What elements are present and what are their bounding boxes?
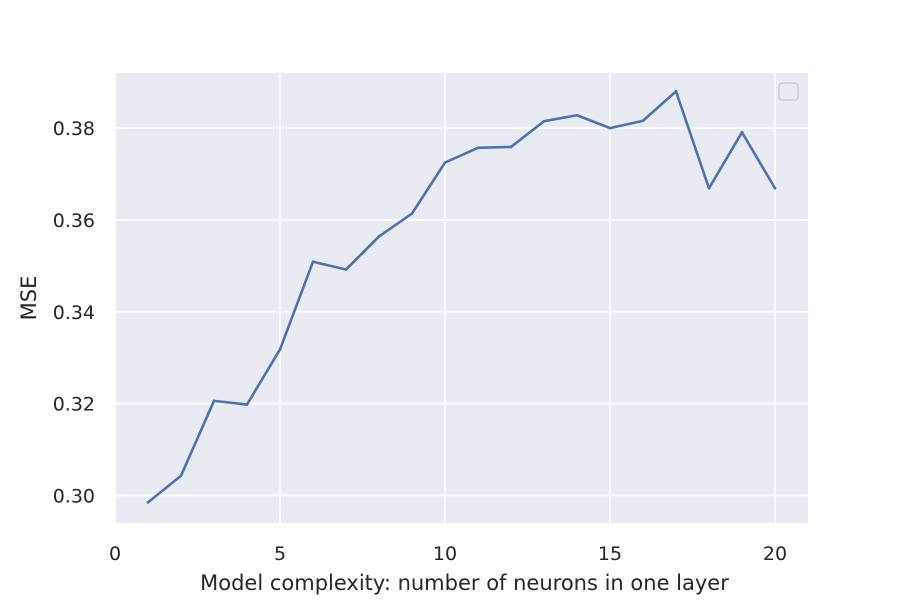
data-point xyxy=(179,474,183,478)
data-point xyxy=(641,119,645,123)
data-point xyxy=(575,113,579,117)
x-tick-label: 20 xyxy=(763,543,787,565)
data-point xyxy=(443,161,447,164)
data-point xyxy=(773,186,777,190)
data-point xyxy=(311,260,315,264)
y-tick-label: 0.34 xyxy=(53,302,95,324)
x-tick-label: 10 xyxy=(433,543,457,565)
x-tick-label: 0 xyxy=(109,543,121,565)
y-axis-label: MSE xyxy=(17,276,41,321)
plot-area xyxy=(115,73,808,523)
data-point xyxy=(245,403,249,406)
x-axis-label: Model complexity: number of neurons in o… xyxy=(200,571,729,595)
data-point xyxy=(146,501,150,504)
data-point xyxy=(377,235,381,238)
y-tick-label: 0.32 xyxy=(53,394,95,416)
data-point xyxy=(509,145,513,149)
data-point xyxy=(707,186,711,190)
y-tick-label: 0.38 xyxy=(53,118,95,140)
legend xyxy=(778,82,799,101)
tick-labels: 0 5 10 15 20 0.30 0.32 0.34 0.36 0.38 xyxy=(53,118,787,565)
y-tick-label: 0.36 xyxy=(53,210,95,232)
data-point xyxy=(476,146,480,150)
x-tick-label: 15 xyxy=(598,543,622,565)
data-point xyxy=(542,119,546,123)
data-point xyxy=(344,268,348,271)
data-point xyxy=(212,399,216,403)
x-tick-label: 5 xyxy=(274,543,286,565)
y-tick-label: 0.30 xyxy=(53,485,95,507)
series-line-0 xyxy=(146,90,777,504)
series-layer xyxy=(146,90,777,504)
data-point xyxy=(278,348,282,351)
data-point xyxy=(410,212,414,215)
data-point xyxy=(608,126,612,130)
data-point xyxy=(674,90,678,93)
data-point xyxy=(740,130,744,134)
